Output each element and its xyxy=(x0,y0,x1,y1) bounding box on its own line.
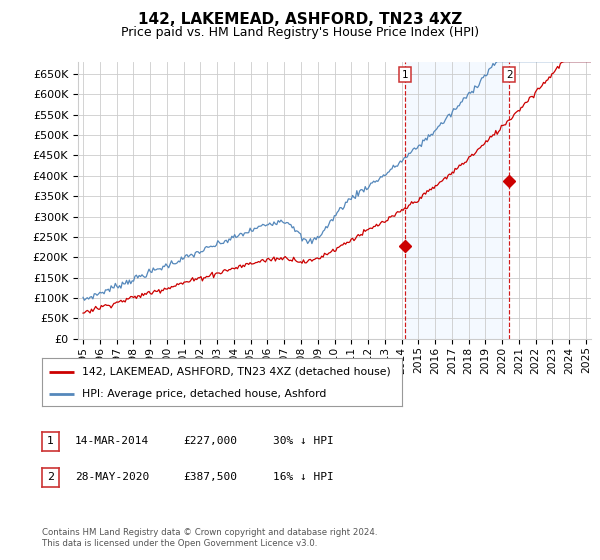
Text: 30% ↓ HPI: 30% ↓ HPI xyxy=(273,436,334,446)
Text: 14-MAR-2014: 14-MAR-2014 xyxy=(75,436,149,446)
Text: Contains HM Land Registry data © Crown copyright and database right 2024.
This d: Contains HM Land Registry data © Crown c… xyxy=(42,528,377,548)
Text: 16% ↓ HPI: 16% ↓ HPI xyxy=(273,472,334,482)
Text: £387,500: £387,500 xyxy=(183,472,237,482)
Text: 1: 1 xyxy=(401,69,408,80)
Text: 2: 2 xyxy=(47,472,54,482)
Text: 142, LAKEMEAD, ASHFORD, TN23 4XZ: 142, LAKEMEAD, ASHFORD, TN23 4XZ xyxy=(138,12,462,27)
Text: £227,000: £227,000 xyxy=(183,436,237,446)
Bar xyxy=(405,62,509,339)
Text: 1: 1 xyxy=(47,436,54,446)
Text: Price paid vs. HM Land Registry's House Price Index (HPI): Price paid vs. HM Land Registry's House … xyxy=(121,26,479,39)
Text: 28-MAY-2020: 28-MAY-2020 xyxy=(75,472,149,482)
Text: 2: 2 xyxy=(506,69,512,80)
Text: 142, LAKEMEAD, ASHFORD, TN23 4XZ (detached house): 142, LAKEMEAD, ASHFORD, TN23 4XZ (detach… xyxy=(82,367,391,377)
Text: HPI: Average price, detached house, Ashford: HPI: Average price, detached house, Ashf… xyxy=(82,389,326,399)
